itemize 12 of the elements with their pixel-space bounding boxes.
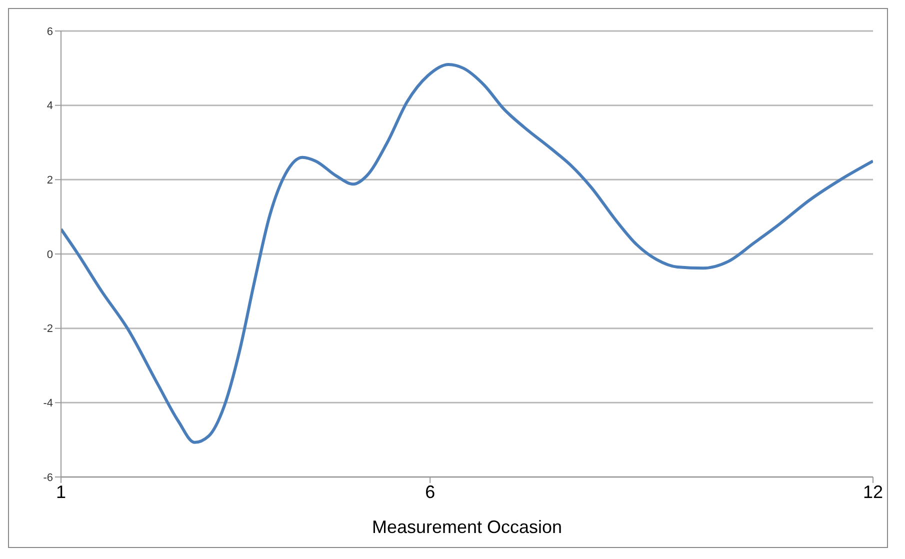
y-tick-label: 0	[46, 248, 53, 261]
y-tick-label: 4	[46, 100, 53, 112]
x-axis-title: Measurement Occasion	[372, 517, 562, 537]
y-tick-label: -4	[43, 398, 53, 410]
x-tick-label: 6	[425, 482, 436, 502]
line-series	[61, 62, 873, 444]
y-tick-label: 6	[46, 26, 53, 38]
y-tick-label: 2	[46, 174, 53, 187]
y-tick-label: -6	[43, 472, 53, 484]
x-tick-label: 12	[862, 482, 884, 502]
y-tick-label: -2	[43, 323, 53, 336]
x-tick-label: 1	[56, 482, 66, 502]
